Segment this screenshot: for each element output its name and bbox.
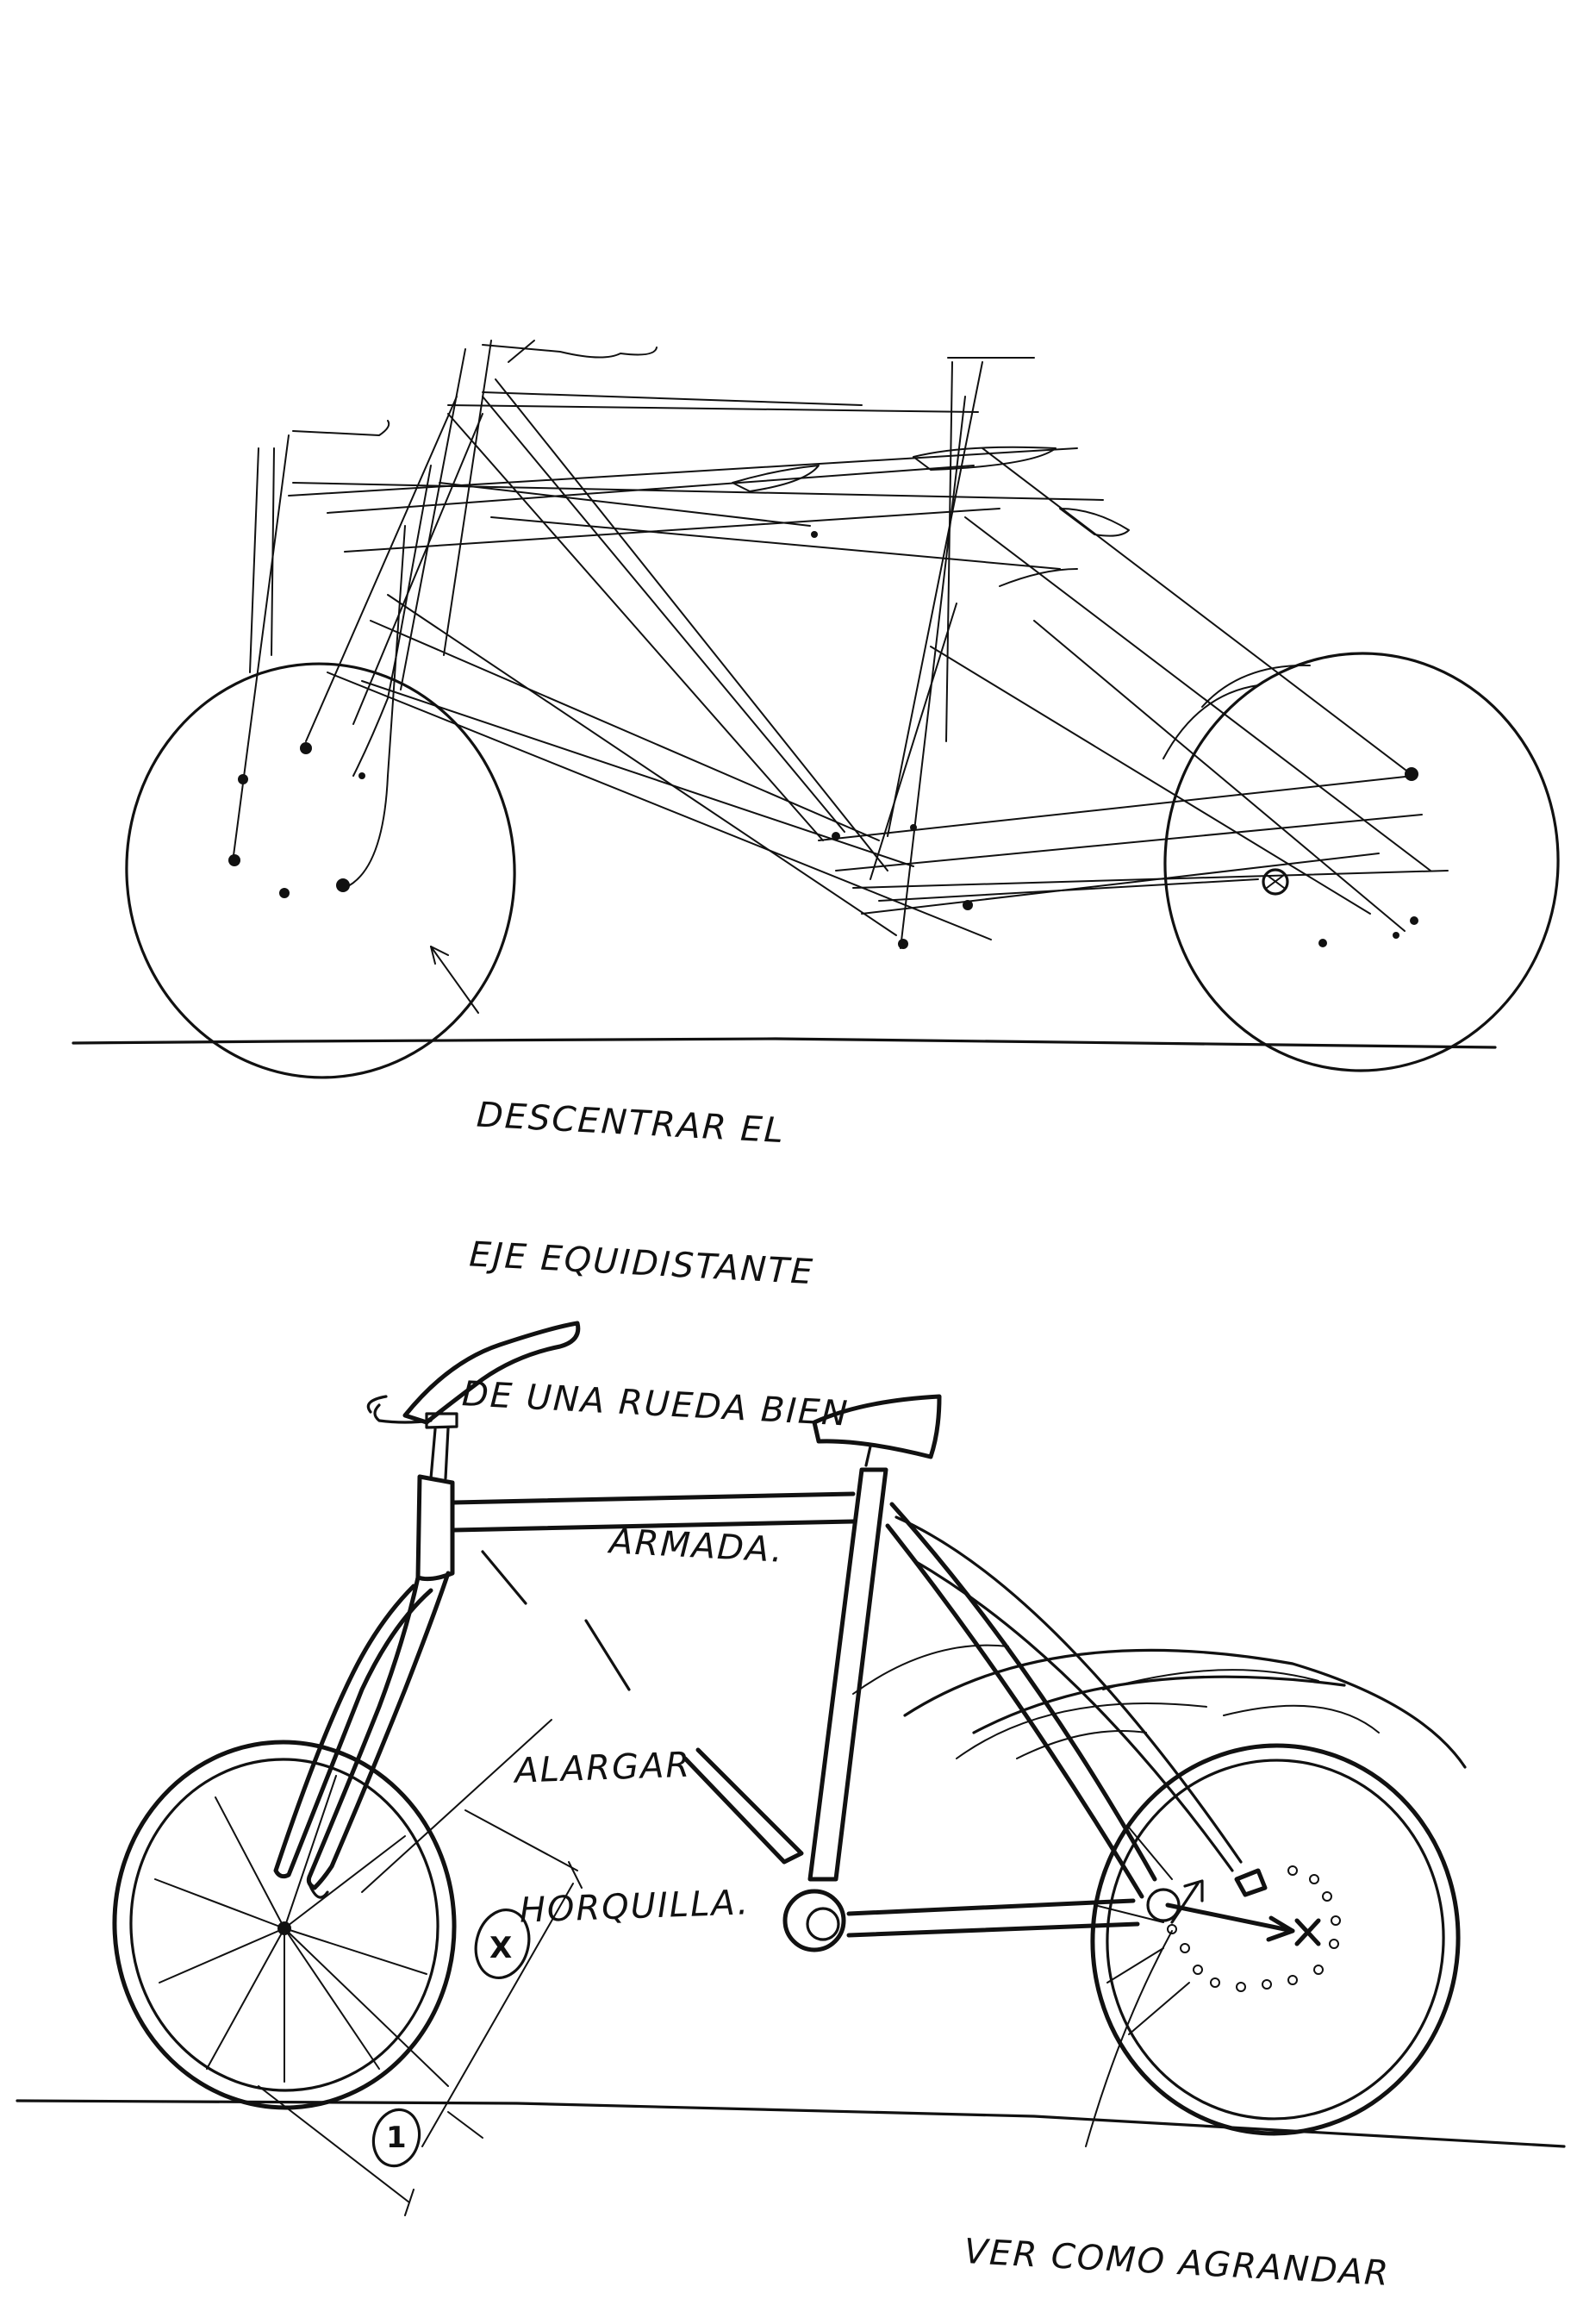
frame-note: VER COMO AGRANDAR CUADRO PARA RECIBIR RA… <box>944 2135 1403 2324</box>
chain-stay <box>846 1898 1136 1916</box>
fork-note: ALARGAR HORQUILLA. <box>511 1646 754 2027</box>
top-tube <box>452 1491 856 1505</box>
frame-note-line-1: VER COMO AGRANDAR <box>963 2232 1392 2294</box>
handlebar <box>402 1321 581 1425</box>
fork-note-line-1: ALARGAR <box>514 1745 692 1791</box>
top-note-line-1: DESCENTRAR EL <box>475 1095 786 1152</box>
saddle <box>812 1394 942 1459</box>
top-note-line-2: EJE EQUIDISTANTE <box>468 1234 815 1293</box>
top-note-arrow <box>430 946 479 1014</box>
seat-stay <box>889 1502 1157 1882</box>
rear-spokes <box>1094 1827 1190 2035</box>
rear-radius-arrow <box>1165 1902 1295 1934</box>
top-sketch <box>72 340 1560 1079</box>
frame-note-leader <box>1085 1930 1173 2147</box>
rear-fender <box>903 1648 1467 1769</box>
top-sketch-note: DESCENTRAR EL EJE EQUIDISTANTE DE UNA RU… <box>449 999 870 1671</box>
top-rear-wheel <box>1163 652 1560 1072</box>
fork <box>306 1571 451 1890</box>
dimension-label-x: X <box>489 1931 513 1965</box>
top-note-line-4: ARMADA. <box>608 1521 785 1571</box>
head-tube <box>415 1474 455 1582</box>
fork-note-line-2: HORQUILLA. <box>519 1883 751 1931</box>
top-ground-line <box>72 1037 1497 1049</box>
fork-note-leader <box>361 1719 552 1893</box>
seat-tube <box>807 1467 888 1882</box>
brake-lever <box>373 1403 433 1424</box>
bottom-bracket <box>782 1889 846 1952</box>
top-front-wheel <box>125 662 516 1079</box>
dimension-label-1: 1 <box>386 2121 407 2155</box>
dimension-line-diagonal <box>421 1883 574 2147</box>
bottom-front-wheel <box>112 1740 457 2110</box>
bottom-sketch <box>16 1321 1566 2216</box>
dimension-marker-upper <box>474 1908 531 1980</box>
down-tube <box>683 1747 804 1865</box>
rear-dropout <box>1234 1868 1268 1897</box>
rear-radius-dots <box>1167 1865 1341 1992</box>
dimension-marker-lower <box>371 2108 421 2168</box>
top-chainring <box>1262 868 1289 896</box>
front-spokes <box>154 1775 427 2083</box>
top-note-line-3: DE UNA RUEDA BIEN <box>460 1374 851 1434</box>
dimension-line-top <box>464 1809 578 1871</box>
bottom-rear-wheel <box>1090 1743 1461 2136</box>
stem <box>425 1412 458 1429</box>
